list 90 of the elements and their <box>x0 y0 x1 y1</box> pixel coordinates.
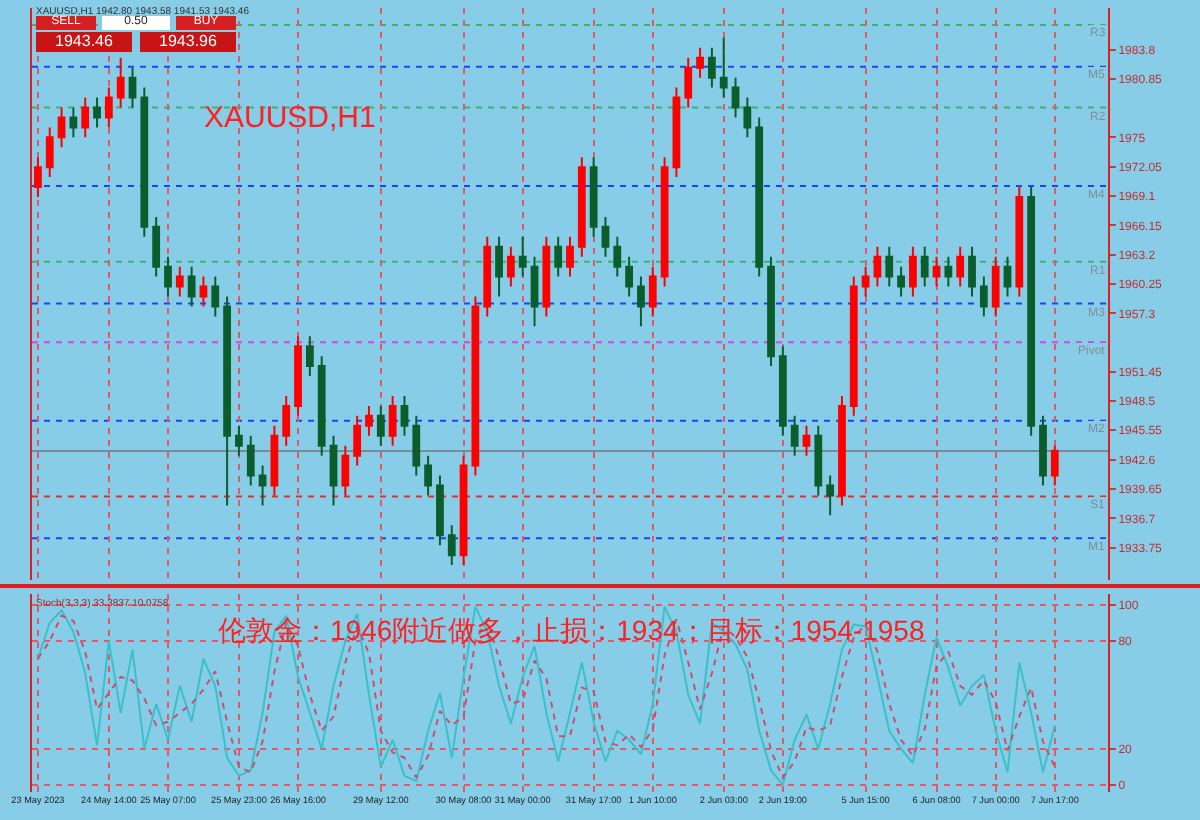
candlestick <box>672 86 681 179</box>
candlestick <box>814 424 823 497</box>
candlestick <box>719 36 728 99</box>
candlestick <box>152 215 161 278</box>
candlestick <box>566 235 574 278</box>
candlestick <box>483 235 492 318</box>
candlestick <box>790 414 799 457</box>
candlestick <box>353 414 362 467</box>
candlestick <box>577 156 586 258</box>
candlestick <box>447 524 456 567</box>
candlestick <box>944 255 953 288</box>
candlestick <box>542 235 551 318</box>
candlestick <box>979 275 988 318</box>
candlestick <box>873 245 882 288</box>
candlestick <box>1050 444 1059 487</box>
candlestick <box>1015 186 1024 298</box>
candlestick <box>849 275 858 417</box>
candlestick <box>755 116 764 278</box>
candlestick <box>223 295 231 507</box>
candlestick <box>506 245 515 288</box>
candlestick <box>258 464 267 507</box>
candlestick <box>270 424 279 497</box>
candlestick <box>187 265 196 308</box>
candlestick <box>589 156 598 238</box>
candlestick <box>708 46 716 89</box>
candlestick <box>826 474 835 517</box>
candlestick <box>175 265 184 298</box>
candlestick <box>696 46 704 79</box>
candlestick <box>388 394 397 447</box>
candlestick <box>885 245 894 288</box>
candlestick <box>625 255 634 298</box>
candlestick <box>778 345 787 437</box>
candlestick <box>731 76 740 119</box>
candlestick <box>932 255 941 288</box>
candlestick <box>684 56 693 109</box>
candlestick <box>305 335 314 378</box>
candlestick <box>34 156 42 198</box>
sell-price: 1943.46 <box>36 32 132 52</box>
candlestick <box>140 86 149 238</box>
candlestick <box>1039 414 1047 487</box>
candlestick <box>235 424 243 457</box>
candlestick <box>802 424 811 457</box>
candlestick <box>246 434 255 487</box>
candlestick <box>69 106 78 139</box>
candlestick <box>317 355 326 457</box>
candlestick <box>554 235 563 278</box>
candlestick <box>376 404 385 447</box>
candlestick <box>400 394 409 437</box>
candlestick <box>660 156 669 288</box>
candlestick <box>956 245 965 288</box>
candlestick <box>93 96 101 129</box>
candlestick <box>530 255 539 328</box>
candlestick <box>968 245 976 298</box>
candlestick <box>81 96 90 139</box>
candlestick <box>128 66 137 109</box>
candlestick <box>104 86 113 129</box>
candlestick <box>767 255 775 368</box>
candlestick <box>909 245 917 298</box>
candlestick <box>459 454 468 567</box>
candlestick <box>294 335 302 417</box>
candlestick <box>613 235 622 278</box>
candlestick <box>329 434 338 507</box>
candlestick <box>412 414 421 477</box>
candlestick <box>861 265 870 298</box>
text: XAUUSD,H1 <box>204 101 376 136</box>
candlestick <box>471 295 480 477</box>
candlestick <box>648 265 657 318</box>
candlestick <box>282 394 291 447</box>
candlestick <box>365 404 373 437</box>
candlestick <box>164 255 172 298</box>
candlestick <box>743 96 752 139</box>
candlestick <box>211 275 220 318</box>
candlestick <box>116 56 125 109</box>
candlestick <box>424 454 432 497</box>
candlestick <box>341 444 350 497</box>
candlestick <box>920 245 929 288</box>
candlestick <box>838 394 846 507</box>
candlestick <box>991 255 1000 318</box>
candlestick <box>637 275 645 328</box>
candlestick <box>57 106 66 149</box>
candlestick <box>1027 186 1036 437</box>
candlestick <box>897 265 905 298</box>
candlestick <box>518 235 527 278</box>
candlestick <box>601 215 610 258</box>
candlestick <box>199 275 208 308</box>
candlestick <box>1003 255 1012 298</box>
candlestick <box>495 235 503 298</box>
candlestick <box>45 126 54 179</box>
candlestick <box>436 474 444 547</box>
buy-price: 1943.96 <box>140 32 236 52</box>
